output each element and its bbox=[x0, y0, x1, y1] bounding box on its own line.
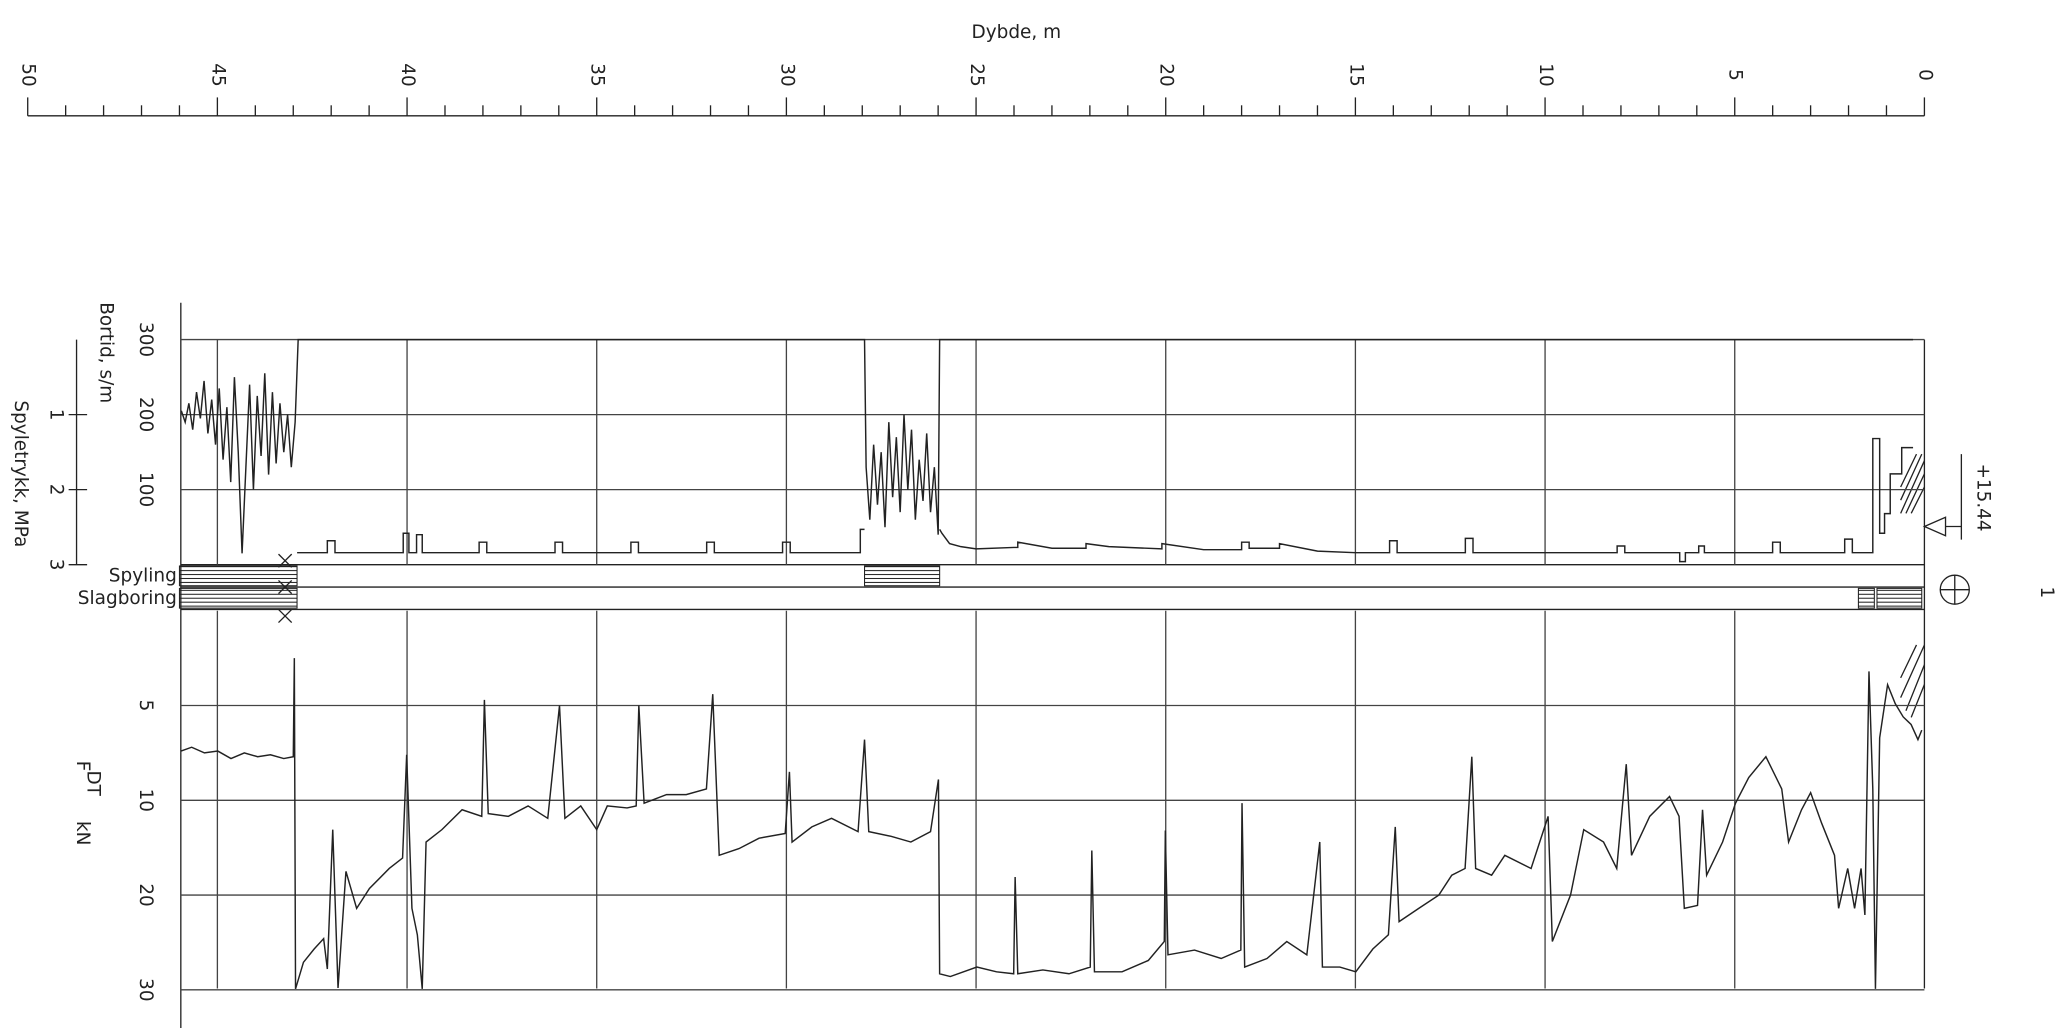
borehole-label: 1 bbox=[2036, 586, 2057, 598]
data-line bbox=[180, 658, 1923, 990]
y2-tick-label: 3 bbox=[45, 559, 66, 571]
depth-tick-label: 20 bbox=[1156, 63, 1177, 86]
band-interval bbox=[1857, 587, 1875, 609]
force-label: F bbox=[72, 761, 93, 772]
depth-tick-label: 35 bbox=[587, 63, 608, 86]
elevation-label: +15.44 bbox=[1972, 463, 1993, 531]
depth-tick-label: 25 bbox=[966, 63, 987, 86]
depth-tick-label: 40 bbox=[397, 63, 418, 86]
depth-tick-label: 5 bbox=[1725, 69, 1746, 81]
band-label: Slagboring bbox=[78, 588, 177, 609]
band-interval bbox=[178, 587, 298, 609]
depth-tick-label: 10 bbox=[1535, 63, 1556, 86]
band-interval bbox=[1876, 587, 1923, 609]
y-tick-label: 300 bbox=[135, 322, 156, 357]
depth-tick-label: 15 bbox=[1345, 63, 1366, 86]
depth-tick-label: 30 bbox=[776, 63, 797, 86]
y-tick-label: 30 bbox=[135, 978, 156, 1001]
force-label-sub: DT bbox=[82, 770, 103, 796]
depth-tick-label: 0 bbox=[1914, 69, 1935, 81]
band-interval bbox=[178, 565, 298, 587]
y-tick-label: 200 bbox=[135, 397, 156, 432]
y-tick-label: 5 bbox=[135, 700, 156, 712]
data-line bbox=[180, 338, 1914, 554]
band-interval bbox=[864, 565, 941, 587]
depth-title: Dybde, m bbox=[971, 22, 1061, 43]
y-tick-label: 100 bbox=[135, 472, 156, 507]
depth-tick-label: 45 bbox=[207, 63, 228, 86]
data-line bbox=[297, 437, 1914, 563]
y-tick-label: 10 bbox=[135, 789, 156, 812]
y2-tick-label: 2 bbox=[45, 484, 66, 496]
depth-tick-label: 50 bbox=[18, 63, 39, 86]
y2-label: Spyletrykk, MPa bbox=[10, 400, 31, 547]
y-label: Bortid, s/m bbox=[96, 302, 117, 403]
force-unit: kN bbox=[72, 821, 93, 845]
symbols bbox=[1900, 453, 1970, 718]
y2-tick-label: 1 bbox=[45, 409, 66, 421]
x-markers bbox=[278, 553, 293, 624]
band-label: Spyling bbox=[109, 566, 177, 587]
y-tick-label: 20 bbox=[135, 883, 156, 906]
